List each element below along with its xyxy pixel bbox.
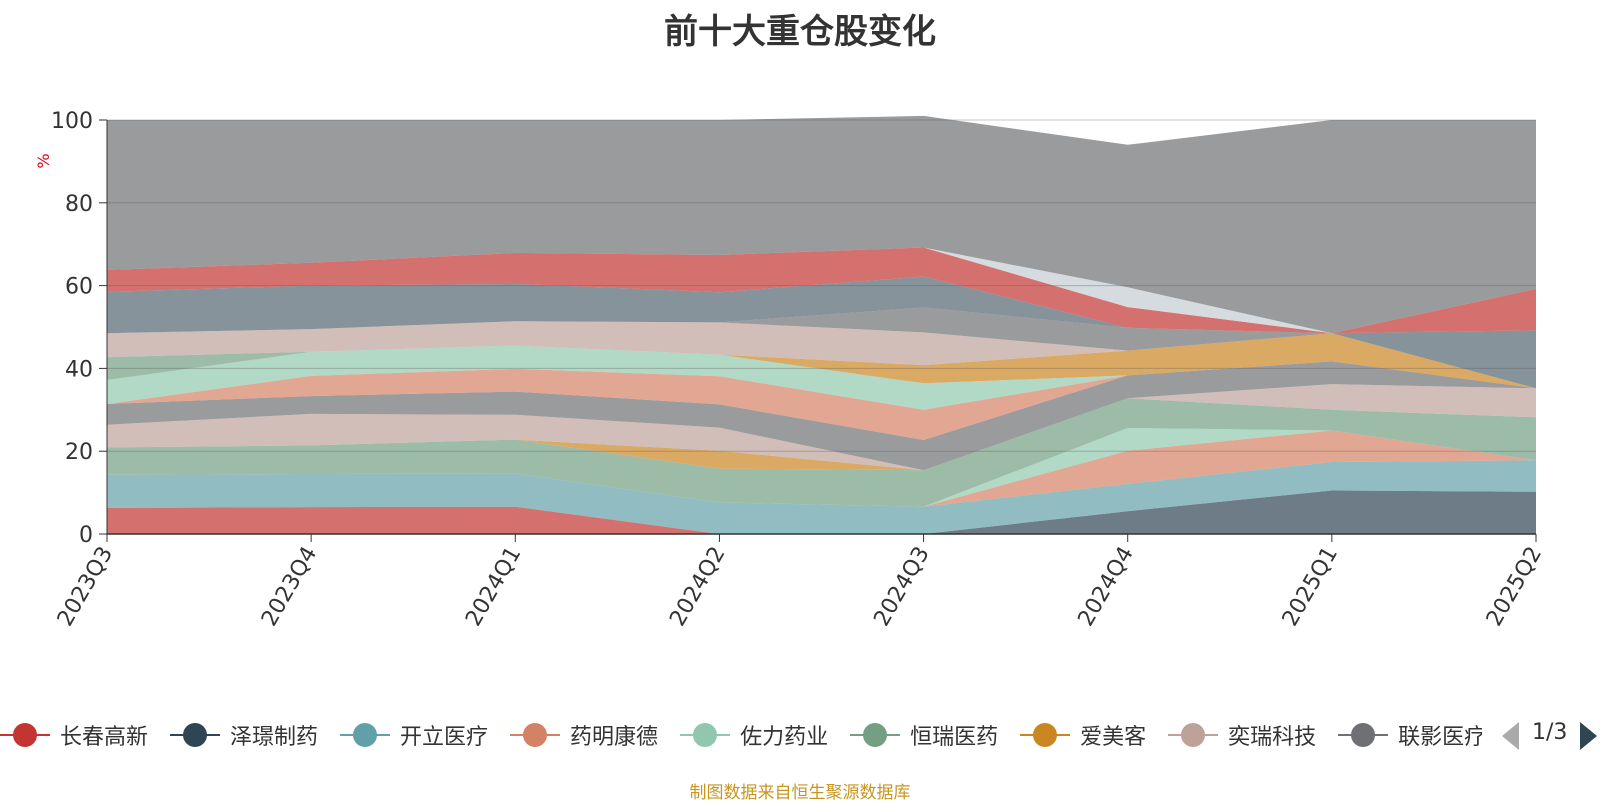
legend-label: 联影医疗 <box>1398 725 1482 750</box>
legend-item[interactable]: 奕瑞科技 <box>1168 718 1316 752</box>
legend-marker-icon <box>1168 723 1219 747</box>
chart-title: 前十大重仓股变化 <box>664 12 936 52</box>
series-area-15 <box>107 321 1536 389</box>
legend-label: 奕瑞科技 <box>1228 725 1317 750</box>
series-area-17 <box>107 276 1536 389</box>
x-tick-label: 2025Q2 <box>1482 543 1547 631</box>
series-area-8 <box>107 361 1536 471</box>
series-area-20 <box>107 115 1536 334</box>
legend-prev-page-icon[interactable] <box>1502 722 1519 750</box>
legend-item[interactable]: 药明康德 <box>510 718 658 752</box>
series-area-1 <box>107 490 1536 534</box>
series-area-7 <box>107 384 1536 471</box>
series-area-18 <box>107 247 1536 334</box>
y-axis-unit: % <box>34 153 53 168</box>
legend-pager: 1/3 <box>1500 720 1600 750</box>
series-area-3 <box>107 430 1536 507</box>
legend-marker-icon <box>170 723 221 747</box>
legend-marker-icon <box>680 723 731 747</box>
y-tick-label: 40 <box>65 357 93 382</box>
legend-item[interactable]: 泽璟制药 <box>170 718 318 752</box>
x-tick-label: 2024Q3 <box>869 543 934 631</box>
y-tick-label: 60 <box>65 275 93 300</box>
legend-marker-icon <box>850 723 901 747</box>
x-tick-label: 2024Q4 <box>1074 543 1139 631</box>
data-source-note: 制图数据来自恒生聚源数据库 <box>689 783 911 803</box>
series-area-19 <box>107 247 1536 334</box>
series-area-16 <box>107 307 1536 389</box>
legend: 长春高新 泽璟制药 开立医疗 药明康德 佐力药业 恒瑞医药 爱美客 奕瑞科技 联影医疗 <box>0 718 1482 752</box>
x-tick-label: 2025Q1 <box>1278 543 1343 631</box>
x-tick-label: 2024Q2 <box>665 543 730 631</box>
legend-label: 泽璟制药 <box>230 725 319 750</box>
y-tick-label: 0 <box>79 523 93 548</box>
stacked-area-chart: 0 20 40 60 80 100 2023Q3 2023Q4 2024Q1 2024Q2 2024… <box>34 109 1547 631</box>
y-tick-label: 20 <box>65 440 93 465</box>
legend-item[interactable]: 联影医疗 <box>1338 718 1482 752</box>
y-tick-label: 100 <box>51 109 93 134</box>
legend-item[interactable]: 长春高新 <box>0 718 148 752</box>
series-area-11 <box>107 361 1536 440</box>
legend-item[interactable]: 爱美客 <box>1020 718 1146 752</box>
series-area-2 <box>107 460 1536 534</box>
legend-label: 药明康德 <box>570 725 659 750</box>
legend-item[interactable]: 开立医疗 <box>340 718 488 752</box>
legend-page-indicator: 1/3 <box>1532 720 1568 745</box>
area-layers <box>107 115 1536 534</box>
x-tick-label: 2023Q4 <box>257 543 322 631</box>
legend-marker-icon <box>0 723 50 747</box>
series-area-14 <box>107 333 1536 389</box>
series-area-0 <box>107 506 1536 534</box>
legend-label: 开立医疗 <box>400 725 489 750</box>
legend-next-page-icon[interactable] <box>1580 722 1597 750</box>
legend-item[interactable]: 恒瑞医药 <box>850 718 998 752</box>
y-tick-label: 80 <box>65 192 93 217</box>
x-tick-label: 2024Q1 <box>461 543 526 631</box>
legend-marker-icon <box>1338 723 1389 747</box>
x-tick-label: 2023Q3 <box>53 543 118 631</box>
legend-marker-icon <box>510 723 561 747</box>
series-area-12 <box>107 345 1536 410</box>
legend-item[interactable]: 佐力药业 <box>680 718 828 752</box>
series-area-5 <box>107 398 1536 507</box>
legend-label: 长春高新 <box>60 725 149 750</box>
legend-marker-icon <box>1020 723 1071 747</box>
legend-label: 爱美客 <box>1080 725 1147 750</box>
legend-label: 恒瑞医药 <box>910 725 999 750</box>
legend-marker-icon <box>340 723 391 747</box>
legend-label: 佐力药业 <box>740 725 829 750</box>
